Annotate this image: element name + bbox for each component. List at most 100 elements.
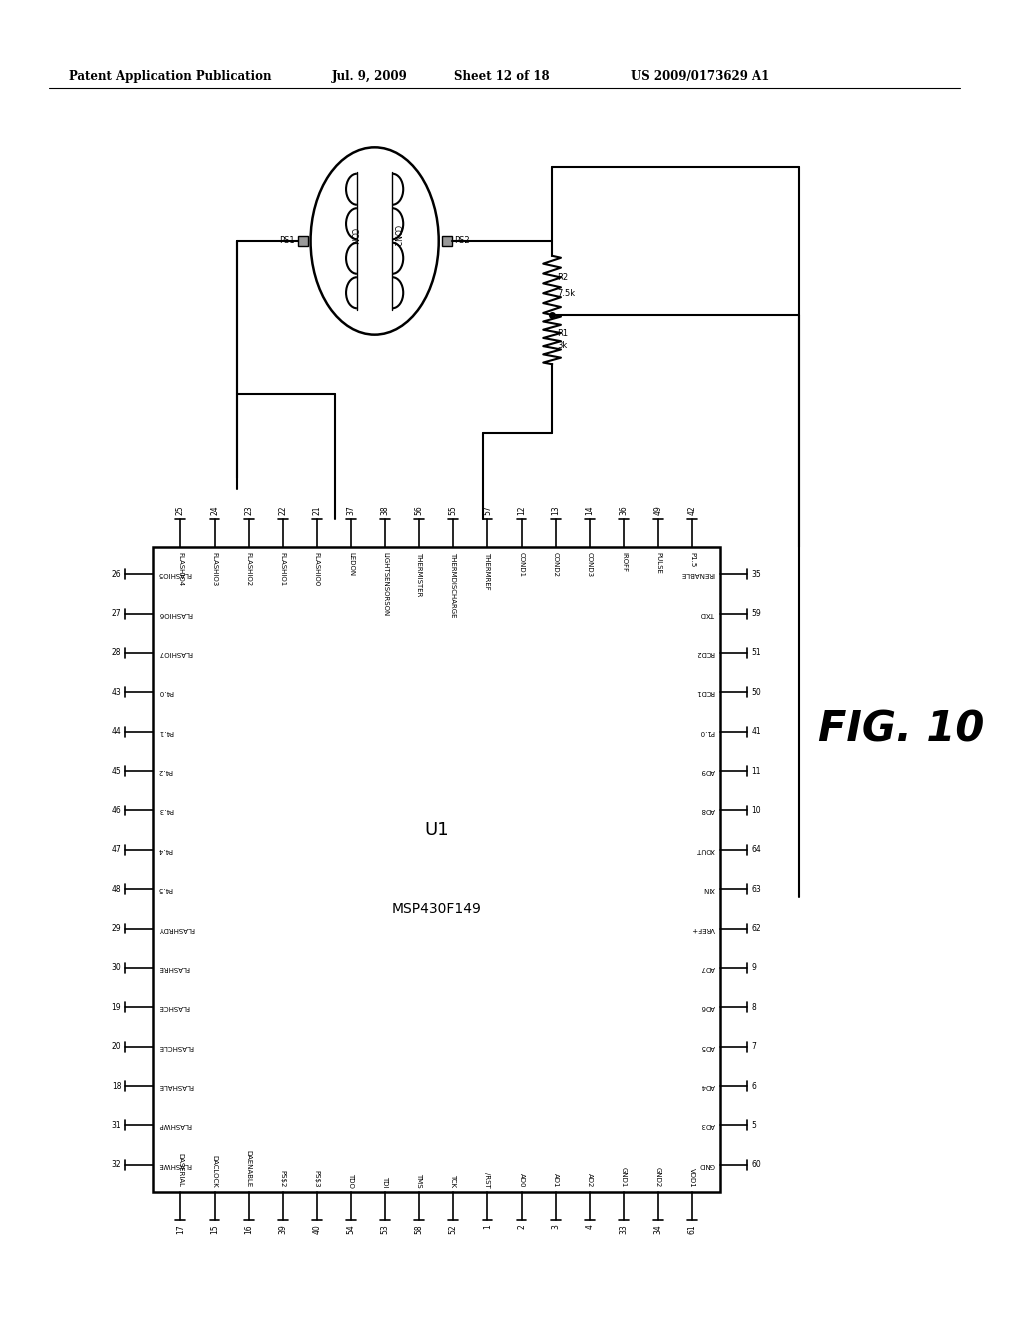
Text: FLASHIO1: FLASHIO1 bbox=[280, 552, 286, 586]
Text: AD8: AD8 bbox=[700, 808, 715, 813]
Text: PULSE: PULSE bbox=[655, 552, 660, 573]
Text: TDO: TDO bbox=[348, 1172, 354, 1188]
Text: 43: 43 bbox=[112, 688, 121, 697]
Text: 30: 30 bbox=[112, 964, 121, 973]
Text: DASERIAL: DASERIAL bbox=[177, 1154, 183, 1188]
Text: FLASHRDY: FLASHRDY bbox=[158, 925, 194, 932]
Text: DAENABLE: DAENABLE bbox=[246, 1150, 252, 1188]
Text: 53: 53 bbox=[381, 1224, 389, 1234]
Text: FLASHIO7: FLASHIO7 bbox=[158, 649, 191, 656]
Text: 60: 60 bbox=[752, 1160, 761, 1170]
Text: 5: 5 bbox=[752, 1121, 756, 1130]
Text: 2: 2 bbox=[517, 1224, 526, 1229]
Text: FLASHIO2: FLASHIO2 bbox=[246, 552, 252, 586]
Text: 54: 54 bbox=[346, 1224, 355, 1234]
Text: LIGHTSENSORSON: LIGHTSENSORSON bbox=[382, 552, 388, 616]
Text: PS$3: PS$3 bbox=[314, 1170, 319, 1188]
Text: 25: 25 bbox=[176, 506, 185, 515]
Text: 17: 17 bbox=[176, 1224, 185, 1234]
Text: 59: 59 bbox=[752, 609, 761, 618]
Text: 36: 36 bbox=[620, 506, 629, 515]
Text: 33: 33 bbox=[620, 1224, 629, 1234]
Text: 41: 41 bbox=[752, 727, 761, 737]
Text: 20: 20 bbox=[112, 1043, 121, 1051]
Text: FLASHIO4: FLASHIO4 bbox=[177, 552, 183, 586]
Text: AD3: AD3 bbox=[700, 1122, 715, 1129]
Text: FLASHIO3: FLASHIO3 bbox=[212, 552, 217, 586]
Text: GND: GND bbox=[699, 1162, 715, 1168]
Text: 39: 39 bbox=[279, 1224, 288, 1234]
Text: COND2: COND2 bbox=[553, 552, 559, 577]
Text: TDI: TDI bbox=[382, 1176, 388, 1188]
Text: U1: U1 bbox=[424, 821, 449, 840]
Text: 63: 63 bbox=[752, 884, 761, 894]
Text: 19: 19 bbox=[112, 1003, 121, 1012]
Text: AD0: AD0 bbox=[518, 1173, 524, 1188]
Text: 7: 7 bbox=[752, 1043, 756, 1051]
Text: R1: R1 bbox=[557, 329, 568, 338]
Text: FLASHCE: FLASHCE bbox=[158, 1005, 189, 1010]
Text: FLASHIO0: FLASHIO0 bbox=[314, 552, 319, 586]
Text: PS2: PS2 bbox=[455, 236, 470, 246]
Text: 16: 16 bbox=[244, 1224, 253, 1234]
Text: 4: 4 bbox=[586, 1224, 594, 1229]
Text: 8: 8 bbox=[752, 1003, 756, 1012]
Text: US 2009/0173629 A1: US 2009/0173629 A1 bbox=[631, 70, 769, 83]
Text: 11: 11 bbox=[752, 767, 761, 776]
Text: 44: 44 bbox=[112, 727, 121, 737]
Text: 6: 6 bbox=[752, 1081, 756, 1090]
Text: 52: 52 bbox=[449, 1224, 458, 1234]
Text: 7.5k: 7.5k bbox=[557, 289, 575, 298]
Text: 12: 12 bbox=[517, 506, 526, 515]
Bar bbox=[441, 236, 452, 246]
Bar bbox=[153, 546, 720, 1192]
Text: 34: 34 bbox=[653, 1224, 663, 1234]
Text: 51: 51 bbox=[752, 648, 761, 657]
Text: FLASHRE: FLASHRE bbox=[158, 965, 189, 972]
Text: GND1: GND1 bbox=[621, 1167, 627, 1188]
Text: THERMREF: THERMREF bbox=[484, 552, 490, 589]
Text: AD6: AD6 bbox=[700, 1005, 715, 1010]
Text: 18: 18 bbox=[112, 1081, 121, 1090]
Text: 29: 29 bbox=[112, 924, 121, 933]
Text: AD4: AD4 bbox=[700, 1082, 715, 1089]
Text: 37: 37 bbox=[346, 506, 355, 515]
Text: 38: 38 bbox=[381, 506, 389, 515]
Text: P4.5: P4.5 bbox=[158, 886, 173, 892]
Text: FLASHCLE: FLASHCLE bbox=[158, 1044, 194, 1049]
Text: FLASHIO6: FLASHIO6 bbox=[158, 611, 191, 616]
Text: PS$2: PS$2 bbox=[280, 1170, 286, 1188]
Text: 35: 35 bbox=[752, 570, 761, 578]
Text: COND1: COND1 bbox=[518, 552, 524, 577]
Text: 40: 40 bbox=[312, 1224, 322, 1234]
Text: 57: 57 bbox=[483, 506, 492, 515]
Text: AD5: AD5 bbox=[700, 1044, 715, 1049]
Text: 46: 46 bbox=[112, 807, 121, 814]
Text: 10: 10 bbox=[752, 807, 761, 814]
Text: XIN: XIN bbox=[702, 886, 715, 892]
Text: 3k: 3k bbox=[557, 341, 567, 350]
Text: 64: 64 bbox=[752, 845, 761, 854]
Text: AD1: AD1 bbox=[553, 1173, 559, 1188]
Text: PS1: PS1 bbox=[280, 236, 295, 246]
Text: 62: 62 bbox=[752, 924, 761, 933]
Text: 27: 27 bbox=[112, 609, 121, 618]
Text: FIG. 10: FIG. 10 bbox=[818, 708, 985, 750]
Text: THERMDISCHARGE: THERMDISCHARGE bbox=[451, 552, 457, 616]
Text: RCD2: RCD2 bbox=[696, 649, 715, 656]
Text: THERMISTER: THERMISTER bbox=[416, 552, 422, 595]
Text: 26: 26 bbox=[112, 570, 121, 578]
Text: R2: R2 bbox=[557, 273, 568, 282]
Text: 21: 21 bbox=[312, 506, 322, 515]
Text: 28: 28 bbox=[112, 648, 121, 657]
Text: GND2: GND2 bbox=[655, 1167, 660, 1188]
Text: 9: 9 bbox=[752, 964, 756, 973]
Text: LEDON: LEDON bbox=[348, 552, 354, 576]
Text: 23: 23 bbox=[244, 506, 253, 515]
Text: 56: 56 bbox=[415, 506, 424, 515]
Text: AD7: AD7 bbox=[700, 965, 715, 972]
Text: P4.1: P4.1 bbox=[158, 729, 173, 735]
Text: 1: 1 bbox=[483, 1224, 492, 1229]
Text: AD9: AD9 bbox=[700, 768, 715, 774]
Text: 14: 14 bbox=[586, 506, 594, 515]
